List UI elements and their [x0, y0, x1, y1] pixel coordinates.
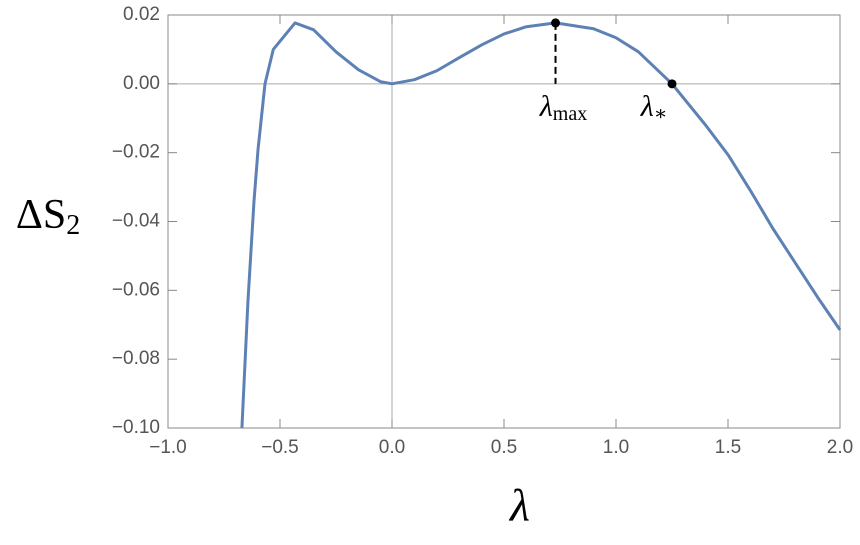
y-tick-label: −0.02 — [112, 142, 160, 163]
x-axis-label: λ — [508, 480, 530, 531]
y-tick-label: 0.02 — [123, 4, 160, 25]
annotation-sub: ∗ — [654, 102, 668, 124]
y-tick-label: −0.10 — [112, 417, 160, 438]
curve — [240, 21, 842, 429]
marker-point — [667, 79, 677, 89]
plot-frame — [167, 14, 841, 429]
x-tick-label: 1.0 — [603, 437, 629, 458]
annotation-sub: max — [553, 102, 587, 124]
y-axis-label-sub: 2 — [66, 210, 80, 241]
x-tick-label: 0.0 — [379, 437, 405, 458]
y-tick-label: 0.00 — [123, 73, 160, 94]
y-tick-label: −0.04 — [112, 211, 161, 232]
x-tick-label: 1.5 — [715, 437, 741, 458]
annotation-label: λ∗ — [640, 90, 668, 125]
y-tick-label: −0.08 — [112, 348, 160, 369]
x-tick-label: 2.0 — [827, 437, 853, 458]
y-tick-label: −0.06 — [112, 279, 160, 300]
x-tick-label: 0.5 — [491, 437, 517, 458]
annotation-symbol: λ — [640, 90, 654, 123]
annotation-label: λmax — [539, 90, 587, 125]
annotation-symbol: λ — [539, 90, 553, 123]
y-axis-label-main: ΔS — [16, 192, 66, 238]
y-axis-label: ΔS2 — [16, 192, 80, 242]
marker-point — [551, 18, 561, 28]
x-tick-label: −0.5 — [261, 437, 299, 458]
x-tick-label: −1.0 — [149, 437, 187, 458]
